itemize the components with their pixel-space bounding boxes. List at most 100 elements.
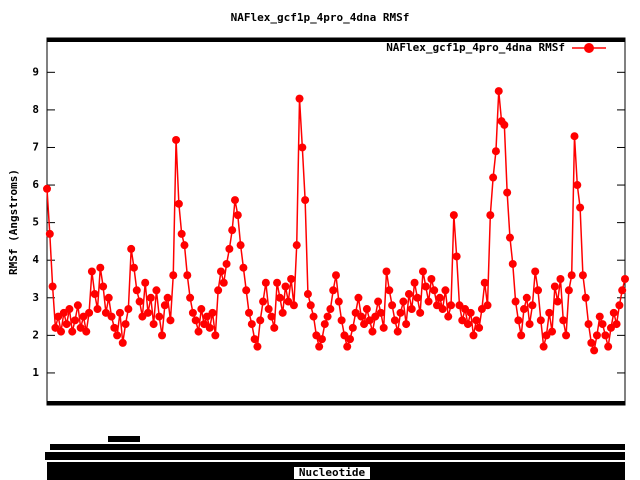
- data-point: [505, 233, 514, 242]
- data-point: [348, 323, 357, 332]
- data-point: [472, 316, 481, 325]
- x-label-bg: [294, 467, 370, 479]
- data-point: [584, 320, 593, 329]
- data-point: [48, 282, 57, 291]
- data-point: [298, 143, 307, 152]
- data-point: [110, 323, 119, 332]
- data-point: [410, 278, 419, 287]
- y-tick-label: 6: [32, 178, 39, 191]
- y-tick-label: 7: [32, 140, 39, 153]
- data-point: [214, 286, 223, 295]
- data-point: [404, 290, 413, 299]
- data-point: [477, 305, 486, 314]
- data-point: [592, 331, 601, 340]
- y-tick-label: 5: [32, 216, 39, 229]
- data-point: [435, 293, 444, 302]
- data-point: [144, 308, 153, 317]
- data-point: [202, 312, 211, 321]
- data-point: [463, 320, 472, 329]
- data-point: [188, 308, 197, 317]
- data-point: [160, 301, 169, 310]
- data-point: [340, 331, 349, 340]
- data-point: [264, 305, 273, 314]
- data-point: [346, 335, 355, 344]
- data-point: [197, 305, 206, 314]
- data-point: [536, 316, 545, 325]
- data-point: [360, 320, 369, 329]
- data-point: [351, 308, 360, 317]
- data-point: [315, 342, 324, 351]
- data-point: [317, 335, 326, 344]
- data-point: [230, 196, 239, 205]
- data-point: [430, 286, 439, 295]
- data-point: [438, 305, 447, 314]
- data-point: [447, 301, 456, 310]
- data-point: [127, 244, 136, 253]
- frame-top: [47, 38, 625, 42]
- data-point: [124, 305, 133, 314]
- data-point: [483, 301, 492, 310]
- data-point: [590, 346, 599, 355]
- data-point: [93, 305, 102, 314]
- data-point: [115, 308, 124, 317]
- data-point: [79, 312, 88, 321]
- data-point: [166, 316, 175, 325]
- data-point: [155, 312, 164, 321]
- data-point: [163, 293, 172, 302]
- data-point: [416, 308, 425, 317]
- data-point: [292, 241, 301, 250]
- data-point: [259, 297, 268, 306]
- data-point: [343, 342, 352, 351]
- data-point: [141, 278, 150, 287]
- data-point: [517, 331, 526, 340]
- data-point: [174, 199, 183, 208]
- data-point: [45, 229, 54, 238]
- data-point: [522, 293, 531, 302]
- data-point: [312, 331, 321, 340]
- data-point: [595, 312, 604, 321]
- data-point: [528, 301, 537, 310]
- data-point: [320, 320, 329, 329]
- data-point: [233, 211, 242, 220]
- data-point: [323, 312, 332, 321]
- data-point: [295, 94, 304, 103]
- data-point: [287, 274, 296, 283]
- data-point: [99, 282, 108, 291]
- data-point: [177, 229, 186, 238]
- data-point: [365, 316, 374, 325]
- y-axis-label: RMSf (Angstroms): [7, 169, 20, 275]
- data-point: [534, 286, 543, 295]
- x-tick-label-blob: [108, 436, 140, 442]
- data-point: [101, 308, 110, 317]
- data-point: [275, 293, 284, 302]
- data-point: [357, 312, 366, 321]
- data-point: [559, 316, 568, 325]
- data-point: [273, 278, 282, 287]
- data-point: [604, 342, 613, 351]
- data-point: [309, 312, 318, 321]
- data-point: [542, 331, 551, 340]
- data-point: [329, 286, 338, 295]
- data-point: [621, 274, 629, 283]
- y-tick-label: 1: [32, 366, 39, 379]
- data-point: [57, 327, 66, 336]
- plot-frame: [46, 37, 626, 406]
- data-point: [480, 278, 489, 287]
- data-point: [200, 320, 209, 329]
- data-point: [250, 335, 259, 344]
- data-point: [475, 323, 484, 332]
- data-point: [449, 211, 458, 220]
- data-point: [374, 297, 383, 306]
- data-point: [382, 267, 391, 276]
- data-point: [418, 267, 427, 276]
- data-point: [208, 308, 217, 317]
- data-point: [87, 267, 96, 276]
- data-point: [587, 338, 596, 347]
- data-point: [54, 312, 63, 321]
- data-point: [303, 290, 312, 299]
- data-point: [228, 226, 237, 235]
- data-point: [211, 331, 220, 340]
- data-point: [548, 327, 557, 336]
- data-point: [553, 297, 562, 306]
- data-point: [73, 301, 82, 310]
